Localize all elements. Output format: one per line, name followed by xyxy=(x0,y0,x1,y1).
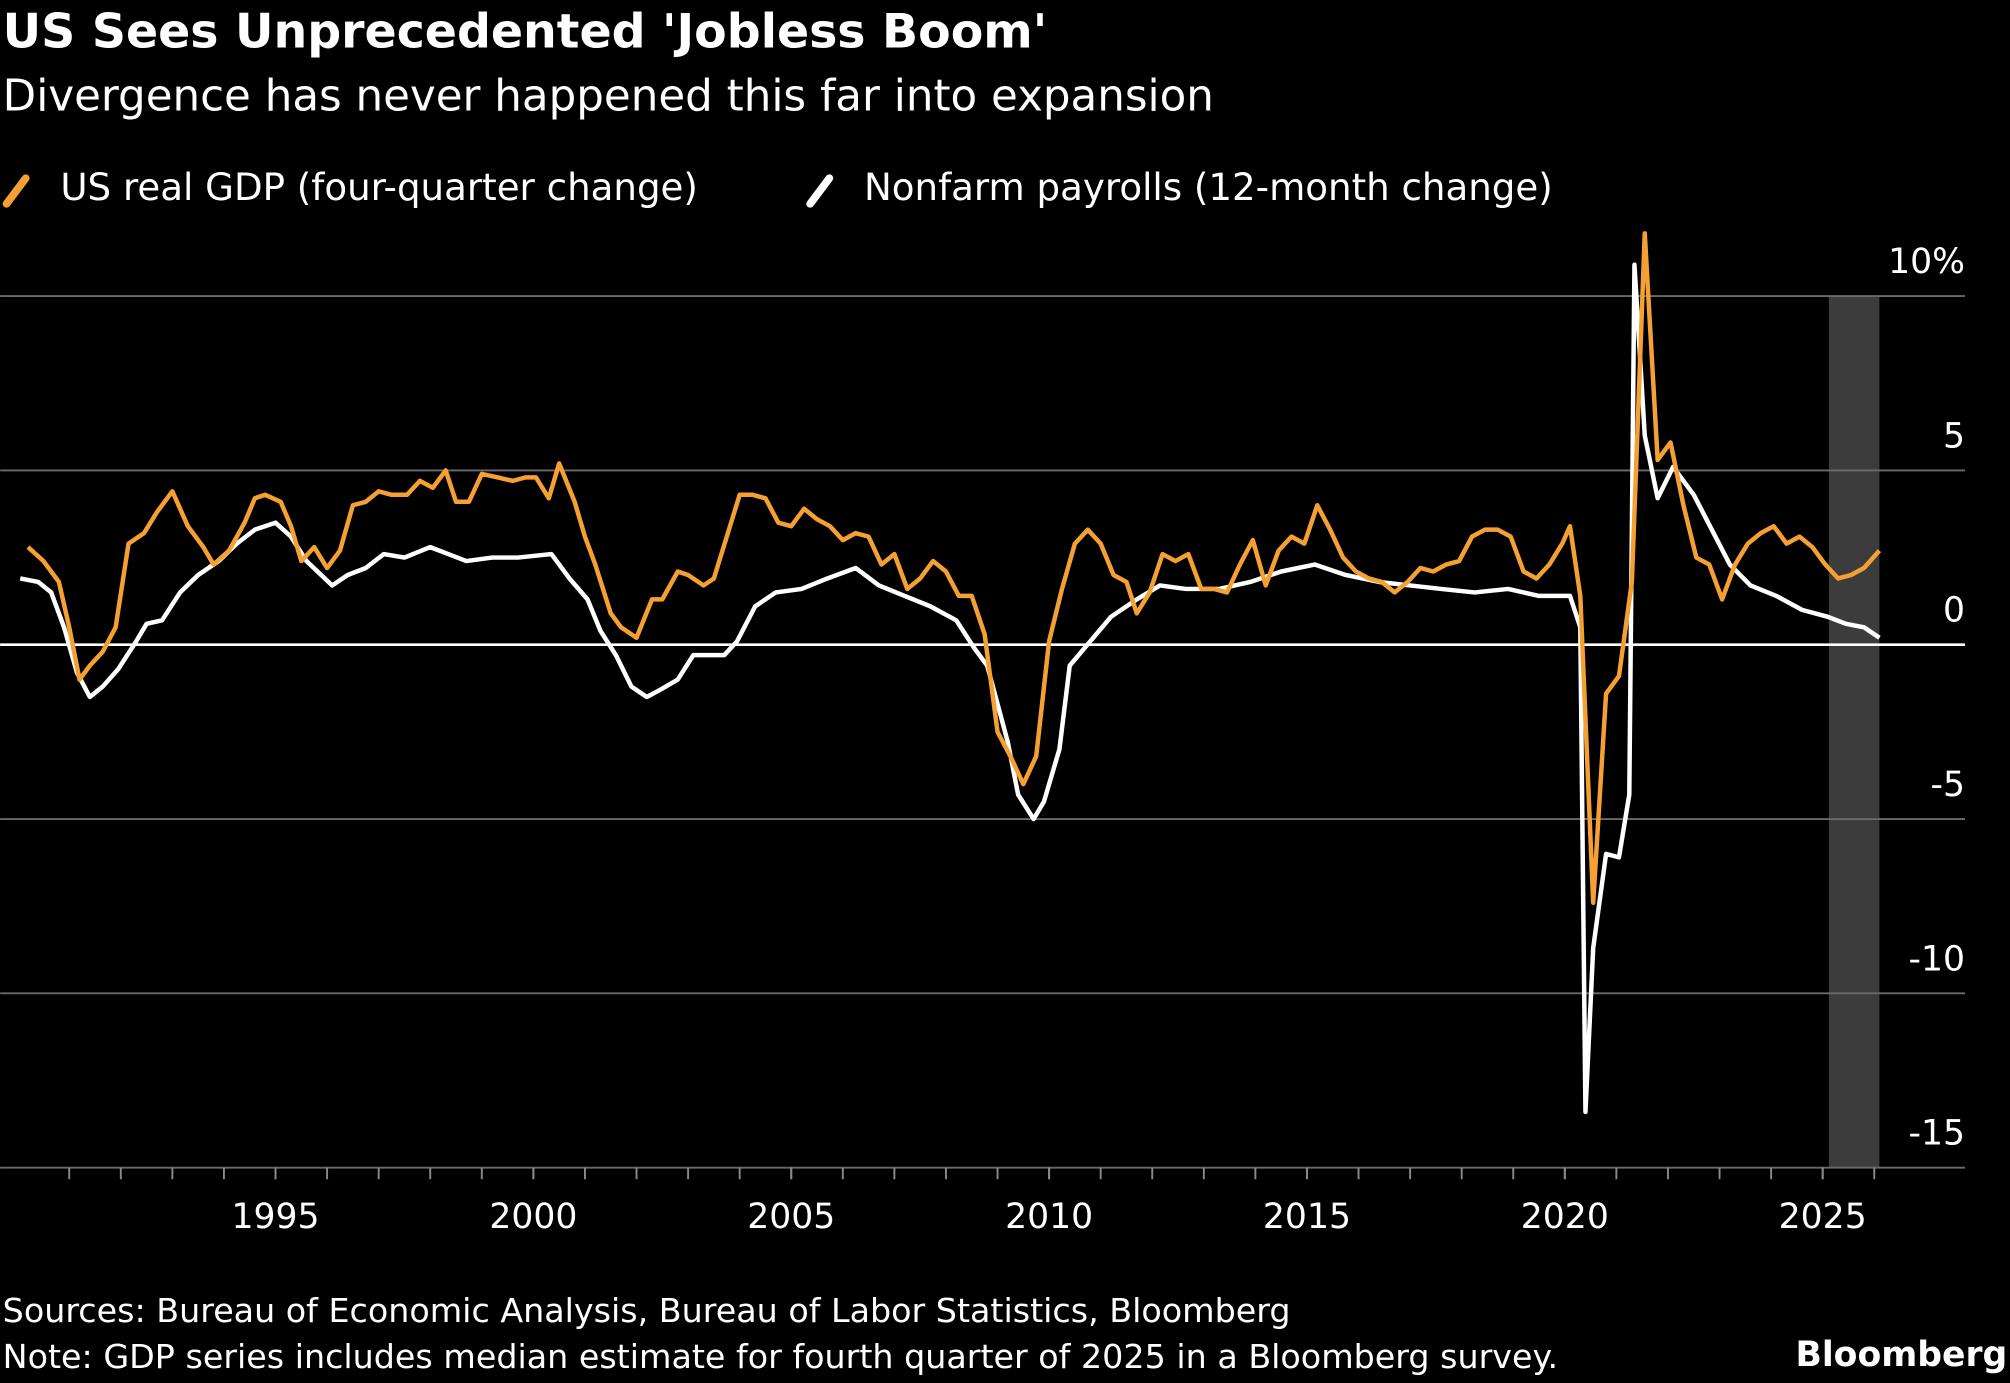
x-tick-label: 2000 xyxy=(489,1197,577,1237)
chart-subtitle: Divergence has never happened this far i… xyxy=(3,72,1214,122)
note: Note: GDP series includes median estimat… xyxy=(3,1337,1558,1376)
x-tick-label: 2010 xyxy=(1005,1197,1093,1237)
legend-swatch xyxy=(2,174,30,208)
y-tick-label: 0 xyxy=(1943,591,1965,631)
x-tick-label: 2005 xyxy=(747,1197,835,1237)
chart-title: US Sees Unprecedented 'Jobless Boom' xyxy=(3,5,1048,60)
y-tick-label: -10 xyxy=(1909,939,1966,979)
y-tick-label: -15 xyxy=(1909,1114,1966,1154)
highlight-band xyxy=(1828,296,1880,1168)
x-tick-label: 2025 xyxy=(1779,1197,1867,1237)
legend-label: Nonfarm payrolls (12-month change) xyxy=(864,165,1553,209)
x-tick-label: 2020 xyxy=(1521,1197,1609,1237)
plot-area: -15 -10 -5 0 5 10% 1995 2000 2005 2010 2015 2020 202… xyxy=(0,231,1966,1237)
x-tick-label: 2015 xyxy=(1263,1197,1351,1237)
y-tick-label: -5 xyxy=(1931,765,1966,805)
series-line xyxy=(26,231,1882,905)
sources: Sources: Bureau of Economic Analysis, Bu… xyxy=(3,1291,1291,1330)
y-tick-label: 5 xyxy=(1943,416,1965,456)
y-tick-label: 10% xyxy=(1888,242,1965,282)
x-tick-label: 1995 xyxy=(231,1197,319,1237)
legend-swatch xyxy=(806,174,834,208)
legend: US real GDP (four-quarter change) Nonfarm… xyxy=(2,165,1553,209)
brand: Bloomberg xyxy=(1795,1335,2007,1375)
legend-label: US real GDP (four-quarter change) xyxy=(60,165,698,209)
series-line xyxy=(19,262,1881,1115)
